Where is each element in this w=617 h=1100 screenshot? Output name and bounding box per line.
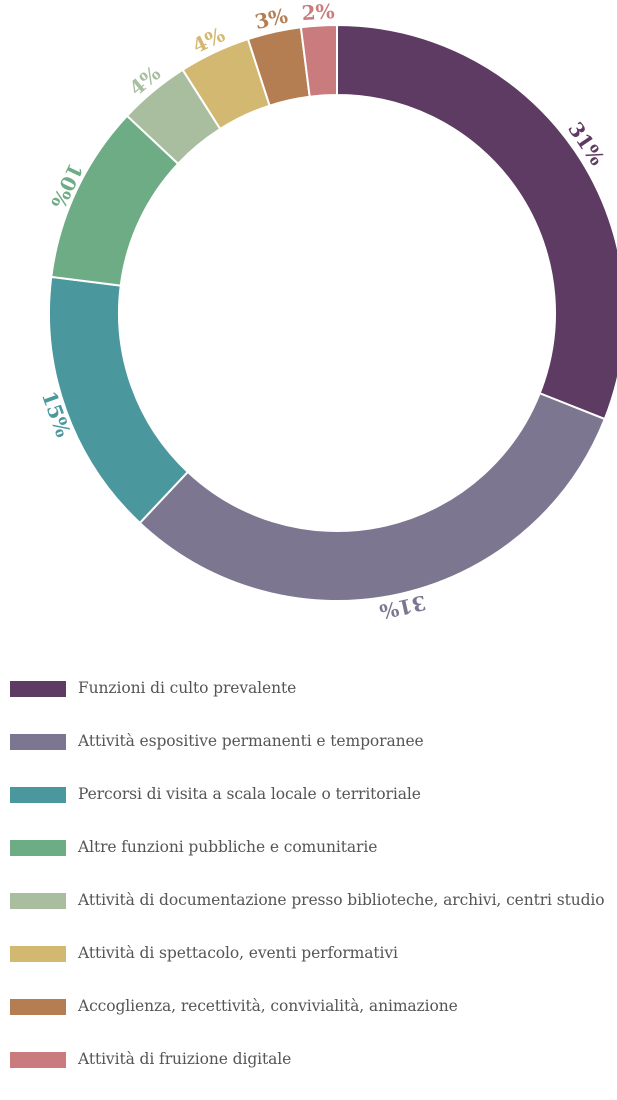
legend-label: Attività espositive permanenti e tempora… [78,732,424,750]
legend-swatch [10,946,66,962]
legend-swatch [10,787,66,803]
slice-funzioni-di-culto-prevalente [336,23,617,421]
legend-label: Attività di documentazione presso biblio… [78,891,605,909]
legend-swatch [10,681,66,697]
slice-attivita-espositive-permanenti-e-temporanee [138,391,607,602]
legend-label: Altre funzioni pubbliche e comunitarie [78,838,378,856]
donut-slices [48,23,617,602]
legend-swatch [10,999,66,1015]
legend-swatch [10,840,66,856]
slice-value-label: 2% [301,0,335,25]
donut-chart: 31%31%15%10%4%4%3% 2% [37,0,617,624]
legend-swatch [10,893,66,909]
slice-attivita-di-fruizione-digitale [299,23,338,98]
legend-label: Funzioni di culto prevalente [78,679,297,697]
legend-swatch [10,734,66,750]
legend-swatch [10,1052,66,1068]
legend-label: Attività di spettacolo, eventi performat… [78,944,398,962]
legend-label: Percorsi di visita a scala locale o terr… [78,785,421,803]
legend-label: Attività di fruizione digitale [78,1050,292,1068]
legend-label: Accoglienza, recettività, convivialità, … [78,997,458,1015]
slice-percorsi-di-visita-a-scala-locale-o-territoriale [48,275,190,525]
